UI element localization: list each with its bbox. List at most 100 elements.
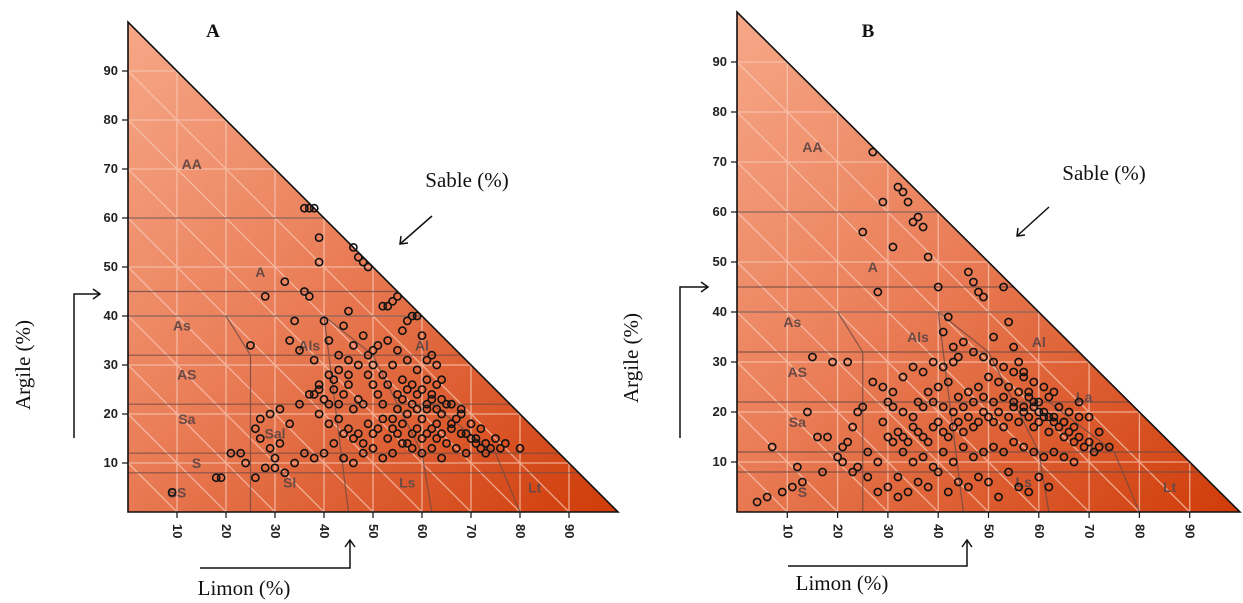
zone-label-ls: Ls [399, 475, 416, 491]
data-point [974, 472, 983, 482]
sable-arrow [399, 215, 433, 245]
data-point [481, 448, 491, 458]
data-point [334, 399, 344, 409]
data-point [883, 397, 893, 407]
data-point [1044, 412, 1054, 422]
data-point [1059, 452, 1069, 462]
zone-label-als: Als [907, 329, 929, 345]
data-point [863, 447, 873, 457]
data-point [893, 492, 903, 502]
data-point [933, 417, 943, 427]
data-point [948, 342, 958, 352]
data-point [969, 277, 978, 287]
data-point [432, 419, 442, 429]
zone-label-s: S [192, 455, 201, 471]
data-point [280, 277, 290, 287]
data-point [481, 438, 491, 448]
data-point [324, 419, 334, 429]
y-tick-label-20: 20 [713, 404, 727, 419]
data-point [1044, 482, 1054, 492]
data-point [397, 438, 407, 448]
y-tick-label-10: 10 [104, 455, 118, 470]
data-point [344, 370, 353, 380]
panel-title: B [862, 21, 875, 42]
data-point [260, 291, 270, 301]
data-point [167, 487, 177, 497]
zone-label-a: A [255, 264, 265, 280]
data-point [963, 267, 973, 277]
data-point [466, 419, 476, 429]
data-point [933, 467, 943, 477]
data-point [958, 427, 968, 437]
data-point [427, 424, 437, 434]
data-point [969, 397, 978, 407]
data-point [963, 412, 973, 422]
data-point [427, 443, 437, 453]
data-point [933, 282, 943, 292]
data-point [1069, 422, 1079, 432]
data-point [422, 429, 432, 438]
soil-texture-triangle-b: AA A As AS Sa S Als Al Ls Lt La L 10 20 30 40 50 60 70 80 90… [622, 0, 1243, 603]
data-point [1014, 482, 1024, 492]
data-point [314, 385, 324, 394]
data-point [486, 443, 495, 453]
data-point [938, 427, 948, 437]
data-point [958, 402, 968, 412]
data-point [1009, 342, 1019, 352]
zone-label-as: As [173, 318, 191, 334]
data-point [461, 448, 471, 458]
data-point [792, 462, 802, 472]
data-point [1059, 432, 1069, 442]
data-point [368, 380, 378, 389]
data-point [275, 438, 285, 448]
data-point [984, 372, 993, 382]
data-point [1029, 447, 1039, 457]
data-point [285, 419, 295, 429]
data-point [1029, 402, 1039, 412]
data-point [373, 424, 383, 434]
data-point [422, 375, 432, 385]
y-tick-label-60: 60 [713, 204, 727, 219]
data-point [1009, 367, 1019, 377]
zone-label-lt: Lt [1163, 479, 1177, 495]
data-point [407, 443, 417, 453]
data-point [417, 414, 427, 424]
y-tick-label-40: 40 [713, 304, 727, 319]
data-point [918, 452, 928, 462]
data-point [913, 397, 923, 407]
data-point [476, 443, 486, 453]
data-point [451, 443, 461, 453]
data-point [994, 377, 1003, 387]
grid-d-60 [736, 211, 1040, 513]
data-point [818, 467, 827, 477]
data-point [989, 357, 998, 367]
data-point [417, 434, 427, 443]
data-point [304, 389, 314, 399]
data-point [348, 458, 358, 468]
data-point [437, 429, 446, 438]
data-point [923, 252, 933, 262]
sable-label: Sable (%) [425, 168, 508, 192]
data-point [903, 487, 913, 497]
data-point [329, 385, 339, 394]
data-point [1019, 372, 1029, 382]
data-point [979, 392, 988, 402]
data-point [495, 443, 505, 453]
data-point [1039, 412, 1049, 422]
data-point [999, 422, 1008, 432]
data-point [388, 448, 397, 458]
x-tick-label-50: 50 [982, 524, 997, 538]
data-point [402, 409, 412, 419]
data-point [948, 357, 958, 367]
data-point [236, 448, 246, 458]
data-point [427, 394, 437, 404]
data-point [432, 360, 442, 370]
data-point [938, 402, 948, 412]
data-point [275, 404, 285, 414]
data-point [928, 357, 938, 367]
data-point [873, 457, 883, 467]
data-point [984, 477, 993, 487]
data-point [393, 291, 402, 301]
data-point [383, 434, 393, 443]
data-point [953, 392, 963, 402]
